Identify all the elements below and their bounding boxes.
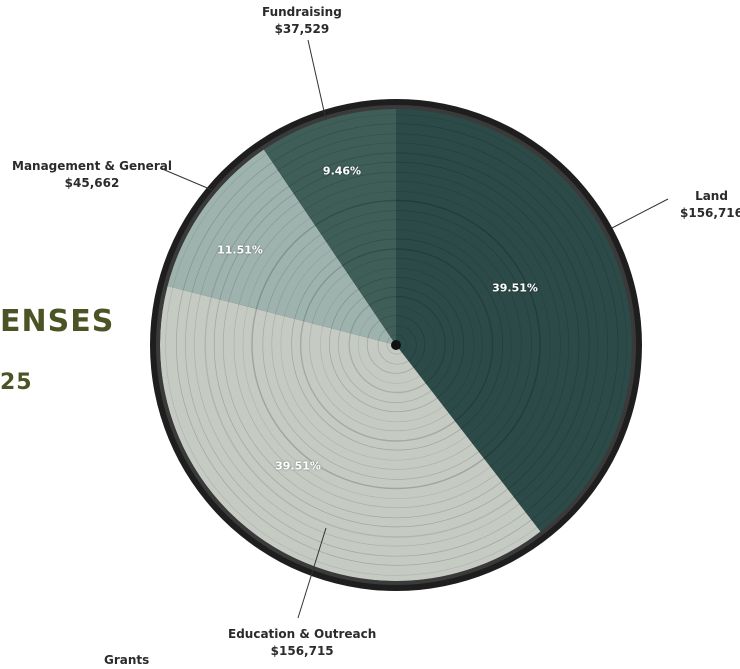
pct-label-land: 39.51% [492,281,538,295]
tree-ring [233,180,561,509]
callout-land-value: $156,716 [680,206,740,220]
callout-land: Land $156,716 [680,188,740,222]
pie-slice-education-outreach [160,285,541,581]
tree-ring [222,171,570,519]
pct-label-education-outreach: 39.51% [275,459,321,473]
tree-ring [213,161,580,528]
tree-ring [309,257,483,432]
pie-slice-management-general [167,149,396,345]
tree-ring [291,238,504,451]
tree-ring [185,133,609,557]
callout-grants: Grants [104,652,149,669]
callout-fundraising: Fundraising $37,529 [262,4,342,38]
callout-leaders [159,39,669,619]
tree-ring [366,315,426,374]
callout-land-name: Land [695,189,728,203]
callout-management-general: Management & General $45,662 [12,158,172,192]
callout-fundraising-name: Fundraising [262,5,342,19]
pct-label-fundraising: 9.46% [322,164,362,178]
tree-ring [242,191,551,499]
tree-ring [165,114,627,576]
tree-ring [299,248,494,442]
callout-education-outreach: Education & Outreach $156,715 [228,626,376,660]
pct-label-management-general: 11.51% [217,243,263,257]
tree-ring [329,276,465,413]
tree-ring [251,199,541,490]
tree-ring [338,287,454,403]
tree-ring [204,152,590,538]
tree-ring [176,123,619,566]
callout-grants-name: Grants [104,653,150,667]
tree-ring [348,295,446,394]
tree-rings [165,114,627,576]
tree-ring [320,267,475,423]
pie-slice-fundraising [263,109,396,345]
pie-slice-land [396,109,632,532]
tree-ring [357,306,436,384]
callout-management-general-value: $45,662 [64,176,120,190]
callout-education-outreach-value: $156,715 [270,644,334,658]
heading-line-1: ENSES [0,304,115,339]
tree-ring [194,142,598,547]
tree-ring [280,229,512,461]
tree-ring [386,334,407,355]
heading-line-2: 25 [0,370,33,395]
callout-fundraising-value: $37,529 [274,22,330,36]
tree-ring [262,210,532,480]
tree-ring [377,325,417,365]
tree-ring [271,219,522,470]
callout-management-general-name: Management & General [12,159,172,173]
callout-education-outreach-name: Education & Outreach [228,627,377,641]
center-pith [391,340,401,350]
